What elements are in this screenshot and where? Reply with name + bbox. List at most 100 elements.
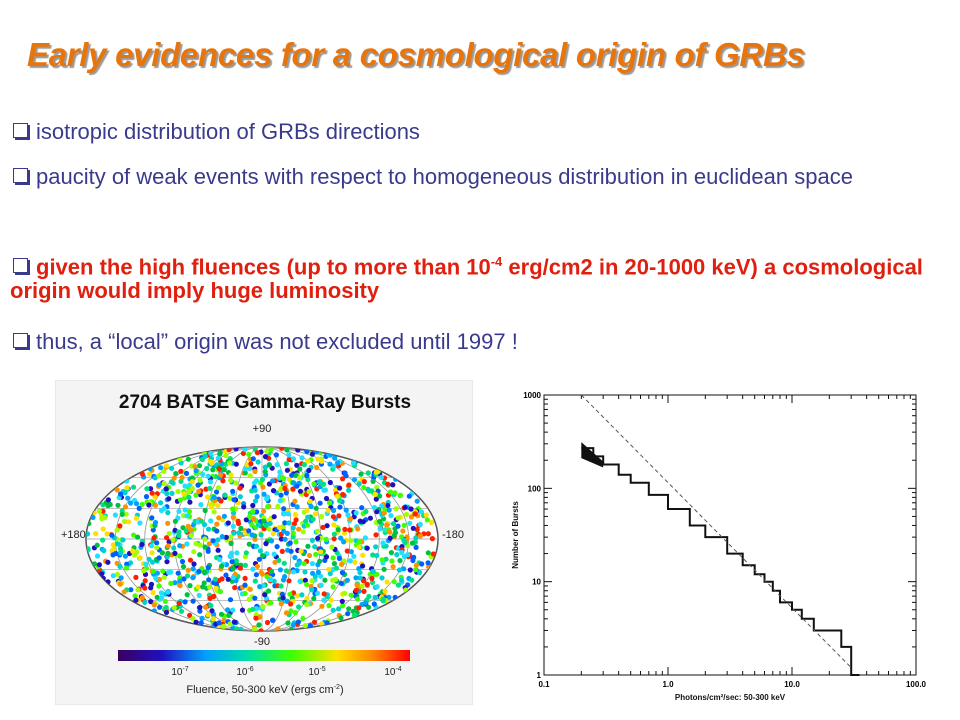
burst-dot: [281, 506, 287, 512]
burst-dot: [408, 506, 414, 512]
burst-dot: [274, 544, 280, 550]
burst-dot: [323, 554, 330, 560]
burst-dot: [152, 519, 159, 526]
sky-map-title: 2704 BATSE Gamma-Ray Bursts: [119, 392, 411, 413]
burst-dot: [347, 527, 353, 533]
burst-dot: [266, 462, 272, 468]
burst-dot: [215, 455, 221, 461]
burst-dot: [160, 568, 166, 574]
burst-dot: [165, 520, 171, 526]
burst-dot: [215, 503, 221, 509]
burst-dot: [352, 559, 358, 565]
burst-dot: [182, 483, 188, 489]
burst-dot: [207, 479, 214, 485]
burst-dot: [164, 535, 170, 541]
burst-dot: [311, 595, 317, 602]
burst-dot: [161, 574, 167, 580]
burst-dot: [247, 465, 253, 471]
burst-dot: [387, 489, 394, 495]
burst-dot: [312, 544, 318, 550]
burst-dot: [346, 482, 352, 488]
burst-dot: [307, 623, 313, 629]
burst-dot: [132, 593, 138, 599]
burst-dot: [310, 570, 316, 576]
burst-dot: [406, 493, 412, 499]
burst-dot: [317, 558, 323, 564]
burst-dot: [246, 596, 252, 602]
burst-dot: [186, 489, 192, 495]
checkbox-bullet-icon: [13, 123, 28, 138]
burst-dot: [262, 464, 268, 470]
burst-dot: [279, 475, 286, 481]
burst-dot: [254, 450, 260, 456]
burst-dot: [122, 504, 129, 510]
burst-dot: [242, 470, 248, 476]
burst-dot: [351, 553, 357, 559]
burst-dot: [380, 540, 386, 546]
burst-dot: [278, 601, 284, 607]
burst-dot: [285, 620, 291, 626]
burst-dot: [237, 494, 243, 500]
burst-dot: [193, 619, 199, 625]
burst-dot: [347, 516, 353, 522]
checkbox-bullet-icon: [13, 258, 28, 274]
burst-dot: [286, 578, 292, 584]
burst-dot: [228, 550, 235, 556]
burst-dot: [410, 557, 416, 564]
burst-dot: [419, 561, 425, 567]
bullet-text: erg/cm2 in 20-1000 keV) a cosmological o…: [10, 254, 923, 304]
burst-dot: [395, 582, 401, 588]
burst-dot: [347, 558, 353, 564]
burst-dot: [330, 584, 336, 590]
burst-dot: [266, 526, 272, 532]
burst-dot: [177, 543, 183, 549]
burst-dot: [157, 604, 163, 610]
bullet-text: isotropic distribution of GRBs direction…: [36, 119, 420, 144]
burst-dot: [176, 508, 182, 514]
burst-dot: [149, 550, 155, 556]
burst-dot: [293, 472, 299, 478]
burst-dot: [278, 492, 284, 498]
burst-dot: [225, 520, 231, 526]
burst-dot: [294, 593, 301, 599]
burst-dot: [385, 502, 391, 509]
burst-dot: [425, 550, 431, 556]
burst-dot: [297, 578, 303, 584]
burst-dot: [156, 583, 162, 589]
burst-dot: [316, 479, 322, 485]
burst-dot: [238, 525, 244, 531]
burst-dot: [200, 471, 206, 477]
burst-dot: [185, 567, 191, 573]
burst-dot: [188, 533, 194, 539]
burst-dot: [215, 537, 221, 543]
burst-dot: [288, 601, 294, 607]
burst-dot: [314, 590, 320, 596]
burst-dot: [428, 519, 435, 526]
burst-dot: [351, 477, 358, 483]
burst-dot: [118, 550, 124, 556]
burst-dot: [303, 518, 309, 524]
burst-dot: [295, 619, 301, 625]
burst-dot: [322, 487, 328, 493]
burst-dot: [122, 553, 128, 559]
burst-dot: [225, 607, 231, 613]
burst-dot: [144, 486, 150, 492]
bullet-paucity: paucity of weak events with respect to h…: [10, 165, 950, 189]
burst-dot: [207, 485, 213, 491]
burst-dot: [102, 515, 108, 521]
burst-dot: [417, 521, 423, 527]
burst-dot: [360, 552, 366, 558]
burst-dot: [327, 479, 333, 486]
burst-dot: [239, 607, 246, 613]
burst-dot: [198, 620, 204, 626]
burst-dot: [173, 471, 179, 477]
burst-dot: [331, 536, 337, 542]
burst-dot: [338, 615, 344, 621]
burst-dot: [330, 577, 336, 583]
burst-dot: [185, 523, 191, 529]
burst-dot: [332, 455, 338, 461]
burst-dot: [270, 488, 277, 494]
burst-dot: [355, 526, 361, 532]
burst-dot: [307, 552, 313, 559]
burst-dot: [184, 592, 190, 598]
